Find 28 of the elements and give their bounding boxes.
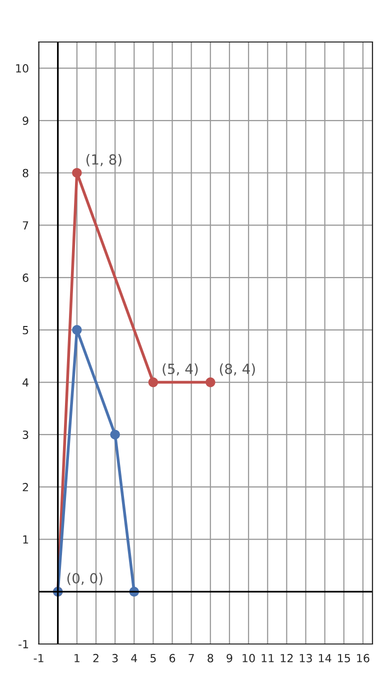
y-tick-label: 1 [23, 535, 28, 544]
y-tick-label: 10 [16, 64, 28, 73]
x-tick-label: 1 [74, 654, 80, 662]
y-tick-label: -1 [18, 640, 28, 648]
y-tick-label: 3 [22, 430, 28, 439]
x-tick-label: 4 [131, 654, 138, 662]
y-tick-label: 7 [22, 221, 28, 230]
x-tick-label: 5 [150, 654, 156, 662]
x-tick-label: 2 [93, 654, 98, 662]
x-tick-label: 8 [208, 654, 214, 662]
y-tick-label: 6 [22, 274, 28, 282]
y-tick-label: 2 [22, 482, 28, 492]
x-tick-label: -1 [34, 654, 44, 662]
y-tick-label: 8 [22, 168, 28, 178]
x-tick-label: 14 [318, 654, 332, 662]
y-tick-label: 5 [22, 326, 28, 334]
x-tick-label: 9 [226, 654, 232, 662]
x-tick-label: 3 [112, 654, 118, 662]
x-tick-label: 16 [357, 654, 370, 662]
x-tick-label: 11 [262, 654, 274, 662]
x-tick-label: 13 [300, 654, 312, 662]
x-tick-label: 6 [170, 654, 176, 662]
x-tick-label: 12 [280, 654, 293, 662]
y-tick-label: 9 [22, 116, 28, 125]
x-tick-label: 7 [188, 654, 194, 662]
x-tick-label: 15 [338, 654, 350, 662]
x-tick-label: 10 [242, 654, 255, 662]
y-tick-label: 4 [22, 378, 28, 386]
